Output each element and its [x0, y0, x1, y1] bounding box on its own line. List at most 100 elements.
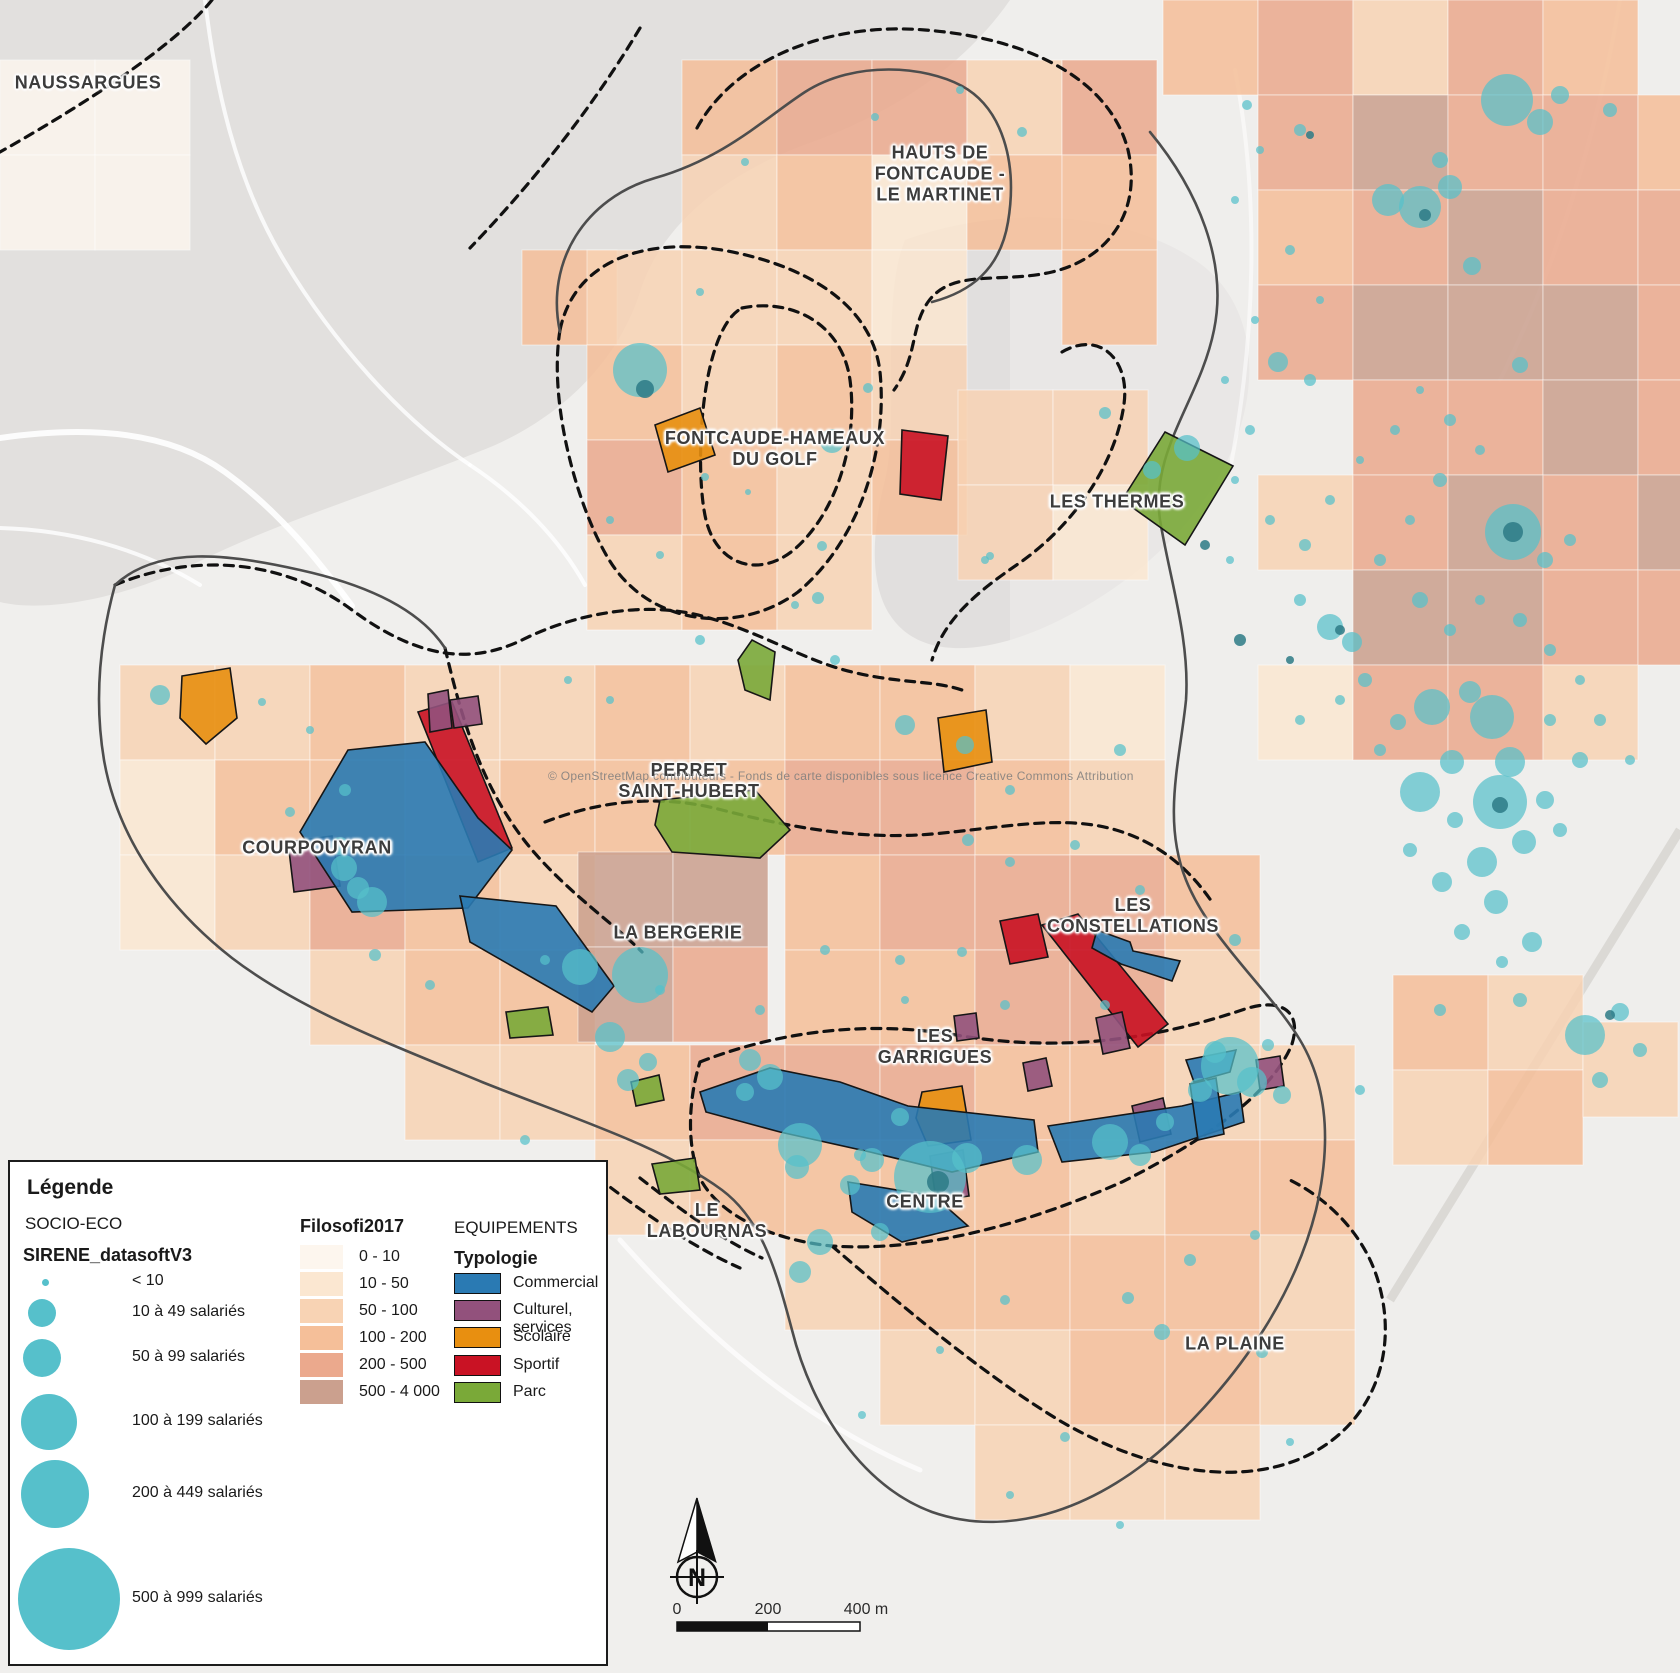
sirene-bubble [871, 113, 879, 121]
sirene-bubble [1611, 1003, 1629, 1021]
filosofi-tile [966, 59, 1063, 156]
sirene-bubble [1135, 885, 1145, 895]
filosofi-tile [1164, 1139, 1261, 1236]
legend-typologie-swatch-commercial [454, 1273, 501, 1294]
sirene-bubble [1070, 840, 1080, 850]
north-arrow-label: N [688, 1564, 706, 1592]
sirene-bubble [520, 1135, 530, 1145]
filosofi-tile [1447, 379, 1544, 476]
sirene-bubble [1250, 1230, 1260, 1240]
filosofi-tile [1061, 249, 1158, 346]
filosofi-tile [1542, 189, 1639, 286]
filosofi-tile [586, 249, 683, 346]
sirene-bubble [1403, 843, 1417, 857]
sirene-bubble [736, 1083, 754, 1101]
sirene-bubble [1459, 681, 1481, 703]
legend-sirene-circle-0 [41, 1278, 49, 1286]
filosofi-tile [1352, 379, 1449, 476]
sirene-bubble [1513, 613, 1527, 627]
legend-sirene-label-0: < 10 [132, 1272, 164, 1289]
sirene-bubble [1414, 689, 1450, 725]
filosofi-tile [0, 154, 96, 251]
legend-typologie-label-culturel: Culturel, services [513, 1301, 573, 1337]
sirene-bubble [1572, 752, 1588, 768]
filosofi-tile [1352, 94, 1449, 191]
sirene-bubble [606, 516, 614, 524]
sirene-bubble [1184, 1254, 1196, 1266]
sirene-bubble [639, 1053, 657, 1071]
filosofi-tile [1542, 0, 1639, 96]
legend-typologie-label-scolaire: Scolaire [513, 1328, 571, 1346]
map-label-les-garrigues: LES GARRIGUES [877, 1026, 993, 1067]
map-label-centre: CENTRE [886, 1191, 964, 1212]
legend-filosofi-label-0: 0 - 10 [359, 1248, 400, 1265]
sirene-bubble [1575, 675, 1585, 685]
sirene-bubble [1484, 890, 1508, 914]
filosofi-tile [879, 1329, 976, 1426]
north-arrow: N [670, 1497, 724, 1604]
sirene-bubble [895, 715, 915, 735]
filosofi-tile [1542, 474, 1639, 571]
equipment-polygon-scolaire [179, 667, 238, 746]
filosofi-tile [1637, 379, 1680, 476]
filosofi-tile [1052, 389, 1149, 486]
filosofi-tile [94, 154, 191, 251]
sirene-bubble [1605, 1010, 1615, 1020]
sirene-bubble [1304, 374, 1316, 386]
filosofi-tile [871, 59, 968, 156]
filosofi-tile [681, 154, 778, 251]
sirene-bubbles-layer [150, 74, 1647, 1529]
sirene-bubble [1286, 656, 1294, 664]
filosofi-tile [681, 534, 778, 631]
sirene-bubble [1006, 1491, 1014, 1499]
legend-filosofi-swatch-3 [300, 1326, 343, 1350]
sirene-bubble [927, 1171, 949, 1193]
filosofi-tile [1637, 94, 1680, 191]
sirene-bubble [617, 1069, 639, 1091]
sirene-bubble [1513, 993, 1527, 1007]
sirene-bubble [858, 1411, 866, 1419]
sirene-bubble [1229, 934, 1241, 946]
sirene-bubble [1268, 352, 1288, 372]
sirene-bubble [957, 947, 967, 957]
map-label-les-thermes: LES THERMES [1049, 491, 1185, 512]
filosofi-tile [1061, 59, 1158, 156]
sirene-bubble [1625, 755, 1635, 765]
equipment-polygon-scolaire [654, 406, 716, 474]
filosofi-tile [966, 154, 1063, 251]
filosofi-tile [879, 854, 976, 951]
sirene-bubble [1114, 744, 1126, 756]
sirene-bubble [1342, 632, 1362, 652]
sirene-bubble [1156, 1113, 1174, 1131]
sirene-bubble [840, 1175, 860, 1195]
filosofi-tile [1069, 1329, 1166, 1426]
legend-sirene-circle-5 [18, 1548, 120, 1650]
filosofi-tile [974, 759, 1071, 856]
scale-tick-200: 200 [755, 1601, 782, 1618]
filosofi-tile [499, 759, 596, 856]
sirene-bubble [1100, 1000, 1110, 1010]
legend-equipements-heading: EQUIPEMENTS [454, 1218, 578, 1237]
sirene-bubble [1116, 1521, 1124, 1529]
sirene-bubble [936, 1346, 944, 1354]
sirene-bubble [1496, 956, 1508, 968]
sirene-bubble [956, 736, 974, 754]
map-label-courpouyran: COURPOUYRAN [242, 837, 392, 858]
sirene-bubble [1399, 186, 1441, 228]
sirene-bubble [1544, 644, 1556, 656]
sirene-bubble [1475, 595, 1485, 605]
scale-tick-400: 400 m [844, 1601, 888, 1618]
legend-socio-eco-heading: SOCIO-ECO [25, 1214, 123, 1233]
sirene-bubble [778, 1123, 822, 1167]
filosofi-tile [1637, 474, 1680, 571]
sirene-bubble [956, 86, 964, 94]
legend-sirene-label-1: 10 à 49 salariés [132, 1303, 245, 1320]
sirene-bubble [1154, 1324, 1170, 1340]
sirene-bubble [1256, 1346, 1268, 1358]
sirene-bubble [1286, 1438, 1294, 1446]
sirene-bubble [1432, 872, 1452, 892]
sirene-bubble [1512, 357, 1528, 373]
sirene-bubble [425, 980, 435, 990]
sirene-bubble [1447, 812, 1463, 828]
filosofi-tile [784, 759, 881, 856]
